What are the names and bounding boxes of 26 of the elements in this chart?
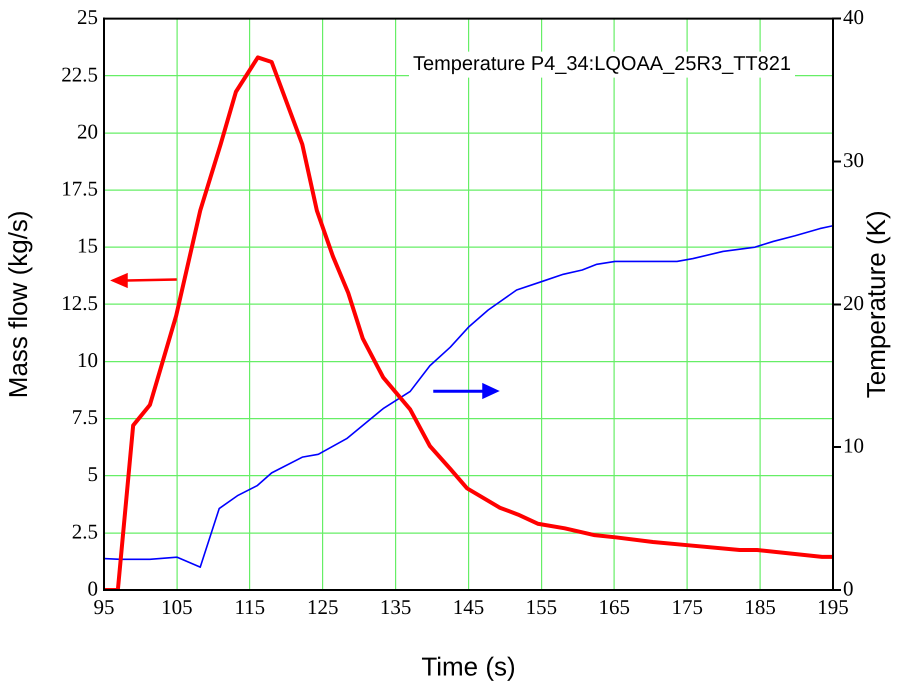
y-tick-label: 10 bbox=[77, 348, 98, 372]
x-axis-title: Time (s) bbox=[421, 652, 516, 682]
y-tick-label: 25 bbox=[77, 5, 98, 30]
x-tick-label: 145 bbox=[452, 595, 484, 620]
x-tick-label: 155 bbox=[526, 595, 558, 620]
x-tick-label: 115 bbox=[234, 595, 266, 620]
y-tick-label: 5 bbox=[88, 462, 98, 486]
y-tick-label: 2.5 bbox=[72, 519, 98, 544]
annotation: Temperature P4_34:LQOAA_25R3_TT821 bbox=[413, 53, 791, 76]
y2-tick-label: 10 bbox=[843, 434, 864, 458]
x-tick-label: 175 bbox=[671, 595, 703, 620]
y-tick-label: 22.5 bbox=[61, 62, 98, 86]
x-tick-label: 105 bbox=[161, 595, 193, 620]
y-tick-label: 7.5 bbox=[72, 405, 98, 430]
y-tick-label: 17.5 bbox=[61, 176, 98, 201]
x-tick-label: 165 bbox=[598, 595, 630, 620]
y2-tick-label: 20 bbox=[843, 290, 864, 315]
x-tick-label: 185 bbox=[744, 595, 776, 620]
y2-tick-label: 30 bbox=[843, 148, 864, 172]
y-axis-title: Mass flow (kg/s) bbox=[2, 210, 33, 398]
y-tick-label: 20 bbox=[77, 119, 98, 144]
x-tick-label: 135 bbox=[380, 595, 412, 620]
y-tick-label: 12.5 bbox=[61, 290, 98, 315]
y-tick-label: 15 bbox=[77, 234, 98, 258]
x-tick-label: 125 bbox=[306, 595, 338, 620]
y2-tick-label: 40 bbox=[843, 5, 864, 30]
